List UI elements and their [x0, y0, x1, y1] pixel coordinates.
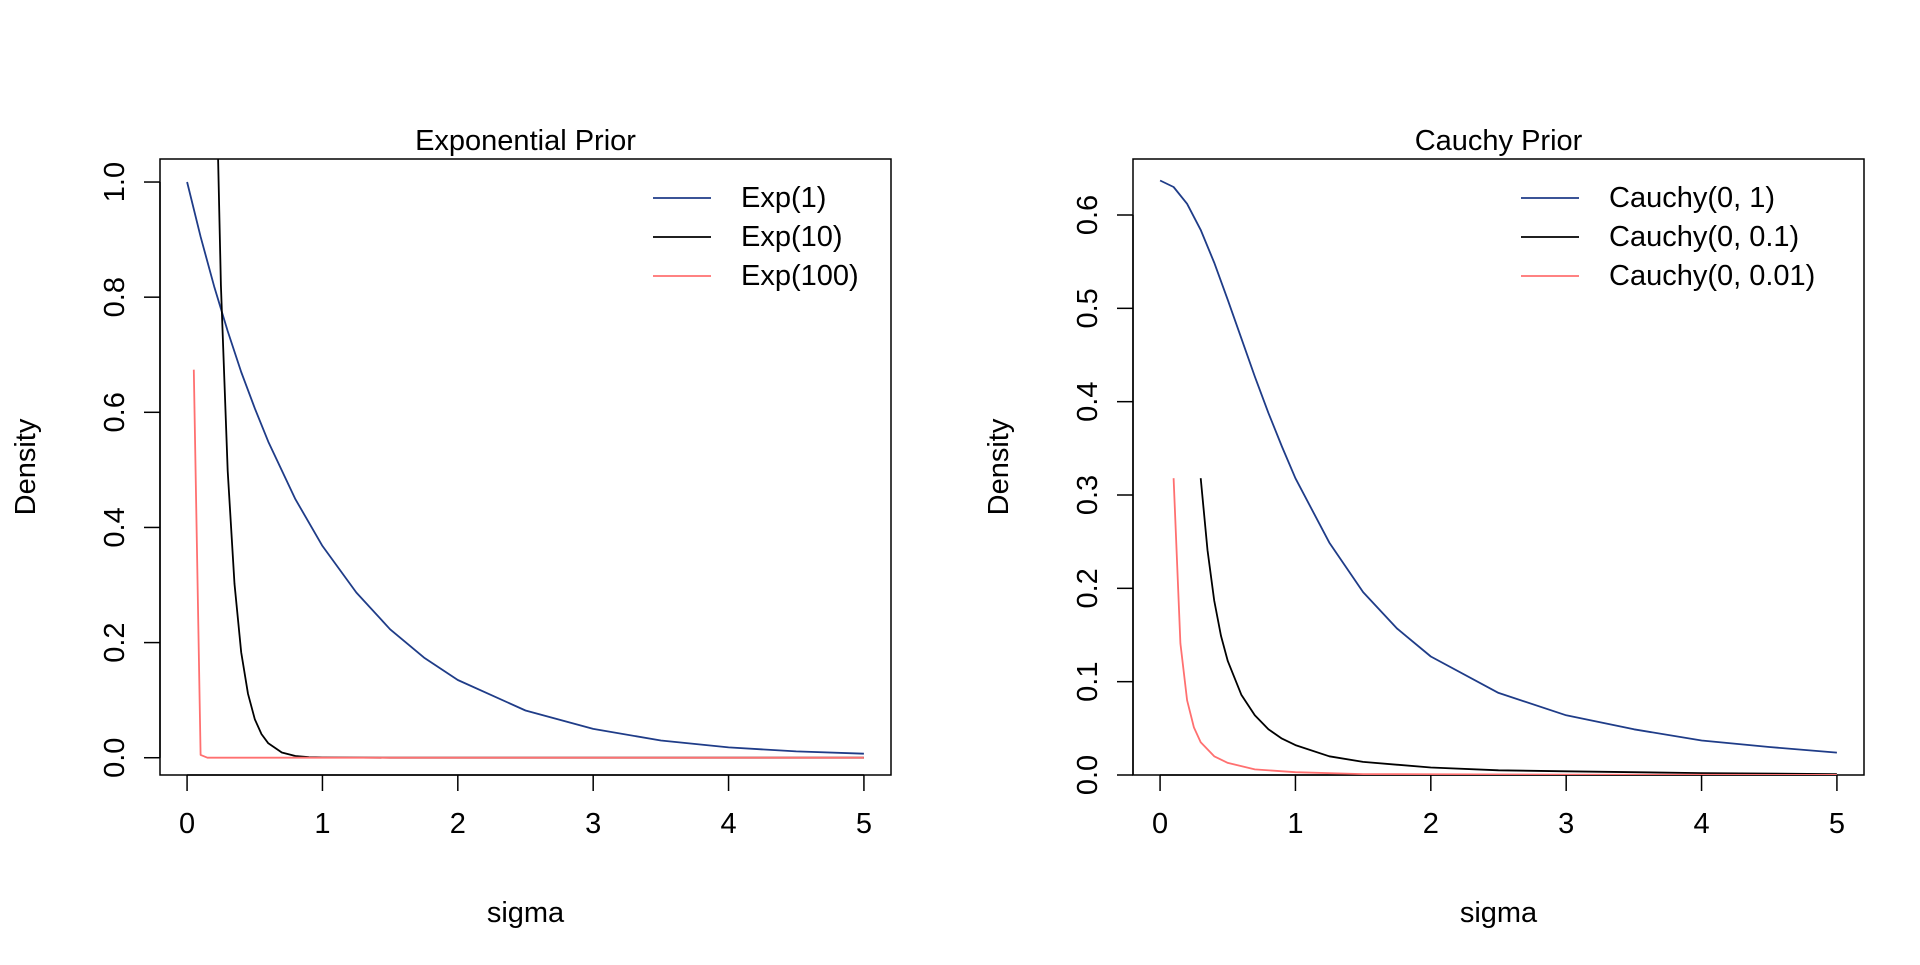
- chart-panel-2: Cauchy Prior sigma Density 0 1 2 3 4 5 0.0 0.1 0.2 0…: [983, 125, 1865, 929]
- y-tick-label: 0.1: [1072, 662, 1104, 702]
- legend-label: Exp(1): [741, 182, 826, 214]
- x-tick-label: 5: [856, 808, 872, 840]
- x-tick-label: 4: [1693, 808, 1709, 840]
- legend-label: Cauchy(0, 1): [1609, 182, 1775, 214]
- x-tick-label: 3: [585, 808, 601, 840]
- y-tick-label: 0.8: [99, 277, 131, 317]
- y-tick-label: 0.6: [99, 392, 131, 432]
- series-line-2: [1199, 478, 1837, 775]
- series-line-1: [1159, 179, 1837, 754]
- y-tick-label: 0.2: [99, 622, 131, 662]
- x-axis-label: sigma: [1460, 897, 1538, 929]
- x-tick-label: 1: [314, 808, 330, 840]
- series-line-3: [192, 369, 864, 759]
- y-axis-label: Density: [983, 418, 1015, 515]
- x-tick-label: 0: [1152, 808, 1168, 840]
- y-tick-label: 0.2: [1072, 568, 1104, 608]
- y-tick-label: 0.5: [1072, 288, 1104, 328]
- legend-label: Exp(100): [741, 260, 859, 292]
- series-line-2: [217, 159, 864, 759]
- series-line-1: [186, 181, 864, 755]
- y-axis-label: Density: [10, 418, 42, 515]
- chart-panel-1: Exponential Prior sigma Density 0 1 2 3 4 5 0.0 0.…: [10, 125, 892, 929]
- x-tick-label: 3: [1558, 808, 1574, 840]
- x-tick-label: 0: [179, 808, 195, 840]
- legend-label: Cauchy(0, 0.1): [1609, 221, 1799, 253]
- y-tick-label: 0.4: [99, 507, 131, 547]
- y-tick-label: 1.0: [99, 162, 131, 202]
- x-tick-label: 1: [1287, 808, 1303, 840]
- legend-label: Cauchy(0, 0.01): [1609, 260, 1815, 292]
- x-tick-label: 2: [450, 808, 466, 840]
- series-group: [1159, 179, 1837, 775]
- y-tick-label: 0.3: [1072, 475, 1104, 515]
- x-tick-label: 2: [1423, 808, 1439, 840]
- y-tick-label: 0.6: [1072, 195, 1104, 235]
- series-group: [186, 159, 864, 759]
- x-axis-label: sigma: [487, 897, 565, 929]
- x-tick-label: 4: [720, 808, 736, 840]
- y-tick-label: 0.0: [1072, 755, 1104, 795]
- y-tick-label: 0.0: [99, 738, 131, 778]
- y-tick-label: 0.4: [1072, 382, 1104, 422]
- chart-title: Cauchy Prior: [1415, 125, 1583, 157]
- x-tick-label: 5: [1829, 808, 1845, 840]
- legend-label: Exp(10): [741, 221, 843, 253]
- chart-title: Exponential Prior: [415, 125, 636, 157]
- series-line-3: [1172, 478, 1837, 775]
